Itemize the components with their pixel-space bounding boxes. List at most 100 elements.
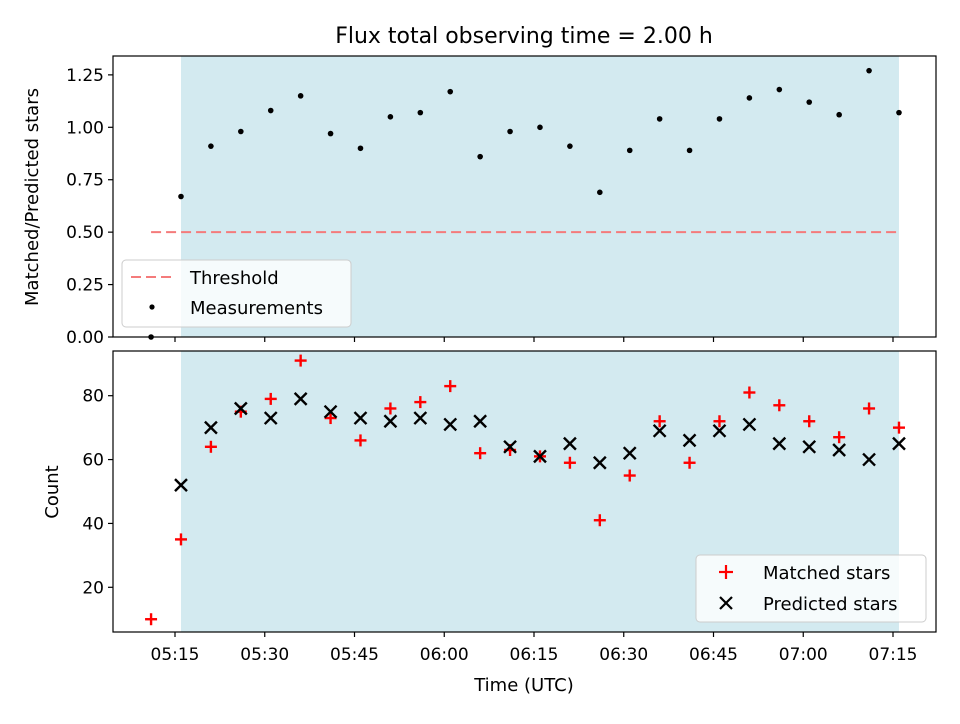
measurement-point xyxy=(537,124,543,131)
bottom-y-tick-label: 40 xyxy=(82,514,104,534)
predicted-star-stroke xyxy=(832,443,846,457)
predicted-star-point xyxy=(563,436,577,451)
matched-star-point xyxy=(653,415,666,428)
predicted-star-point xyxy=(862,452,876,467)
predicted-star-point xyxy=(772,436,787,451)
predicted-star-stroke xyxy=(802,439,817,454)
measurement-point xyxy=(447,88,454,95)
top-x-ticks xyxy=(174,337,894,342)
matched-star-point xyxy=(384,402,397,415)
measurement-point xyxy=(208,143,214,149)
predicted-star-point xyxy=(413,411,428,425)
predicted-star-point xyxy=(892,436,906,451)
matched-star-point xyxy=(294,354,307,367)
bottom-legend-box xyxy=(695,554,927,623)
matched-star-point xyxy=(414,396,427,409)
predicted-star-point xyxy=(204,420,218,435)
chart-title: Flux total observing time = 2.00 h xyxy=(335,24,713,49)
predicted-star-point xyxy=(293,392,308,406)
legend-predicted-swatch xyxy=(719,596,733,610)
top-legend: Threshold Measurements xyxy=(121,259,352,328)
measurement-point xyxy=(417,109,424,116)
legend-matched-swatch xyxy=(719,565,733,579)
measurement-point xyxy=(567,143,573,149)
predicted-star-stroke xyxy=(622,446,637,461)
matched-star-point xyxy=(324,412,337,425)
x-tick-label: 06:15 xyxy=(510,645,559,665)
matched-star-point xyxy=(892,421,905,434)
measurement-point xyxy=(716,116,723,122)
predicted-star-stroke xyxy=(204,420,218,435)
bottom-y-tick-label: 80 xyxy=(82,387,104,407)
predicted-star-stroke xyxy=(533,449,547,464)
legend-predicted-label: Predicted stars xyxy=(763,594,897,615)
matched-star-point xyxy=(803,415,816,428)
matched-star-point xyxy=(713,415,726,428)
predicted-star-stroke xyxy=(353,411,368,425)
matched-star-point xyxy=(474,447,487,460)
predicted-star-stroke xyxy=(682,433,697,448)
measurement-point xyxy=(806,99,813,105)
x-tick-label: 05:45 xyxy=(330,645,379,665)
predicted-star-stroke xyxy=(233,401,248,416)
measurement-point xyxy=(746,95,753,101)
matched-star-point xyxy=(743,386,756,399)
x-tick-label: 07:15 xyxy=(869,645,918,665)
measurement-point xyxy=(327,130,334,137)
top-y-tick-label: 0.75 xyxy=(66,171,104,191)
predicted-star-stroke xyxy=(413,411,428,425)
legend-matched-label: Matched stars xyxy=(763,563,890,584)
bottom-legend: Matched stars Predicted stars xyxy=(695,554,927,623)
predicted-star-point xyxy=(503,439,517,454)
measurement-point xyxy=(656,116,663,122)
predicted-star-stroke xyxy=(263,411,278,425)
measurement-point xyxy=(387,114,394,120)
matched-star-point xyxy=(264,392,277,405)
predicted-star-point xyxy=(473,414,487,429)
matched-star-point xyxy=(204,440,217,453)
legend-measurements-label: Measurements xyxy=(190,298,323,319)
x-tick-label: 07:00 xyxy=(779,645,828,665)
measurement-point xyxy=(477,153,483,160)
measurement-point xyxy=(626,147,633,154)
predicted-star-stroke xyxy=(323,404,338,419)
bottom-y-ticks: 20 40 60 80 xyxy=(82,387,113,598)
predicted-star-stroke xyxy=(503,439,517,454)
measurement-point xyxy=(896,109,902,116)
measurement-point xyxy=(776,86,783,93)
top-y-tick-label: 1.00 xyxy=(66,118,104,138)
predicted-star-stroke xyxy=(862,452,876,467)
matched-star-point xyxy=(354,434,367,447)
measurement-point xyxy=(267,107,274,114)
x-tick-label: 06:30 xyxy=(599,645,648,665)
predicted-star-stroke xyxy=(443,417,458,432)
matched-star-point xyxy=(683,456,696,469)
measurement-points xyxy=(148,67,902,340)
measurement-point xyxy=(866,67,872,74)
matched-star-point xyxy=(593,514,606,527)
predicted-star-point xyxy=(832,443,846,457)
bottom-y-tick-label: 20 xyxy=(82,578,104,598)
predicted-star-stroke xyxy=(383,414,398,429)
top-y-tick-label: 0.50 xyxy=(66,223,104,243)
bottom-x-ticks: 05:15 05:30 05:45 06:00 06:15 06:30 06:45 07:00… xyxy=(151,632,918,665)
predicted-star-point xyxy=(592,455,607,470)
top-y-tick-label: 0.00 xyxy=(66,328,104,348)
predicted-star-point xyxy=(622,446,637,461)
top-legend-box xyxy=(121,259,352,328)
top-panel: Flux total observing time = 2.00 h 0.00 0… xyxy=(22,24,937,348)
predicted-star-stroke xyxy=(563,436,577,451)
predicted-star-point xyxy=(533,449,547,464)
matched-star-point xyxy=(623,469,636,482)
measurement-point xyxy=(297,93,304,99)
predicted-star-point xyxy=(742,417,757,432)
top-y-tick-label: 0.25 xyxy=(66,276,104,296)
matched-stars-points xyxy=(145,354,905,626)
matched-star-point xyxy=(863,402,876,415)
x-axis-label: Time (UTC) xyxy=(473,675,574,696)
matched-star-point xyxy=(444,380,457,393)
predicted-star-stroke xyxy=(892,436,906,451)
measurement-point xyxy=(178,193,184,200)
matched-star-point xyxy=(833,431,846,444)
